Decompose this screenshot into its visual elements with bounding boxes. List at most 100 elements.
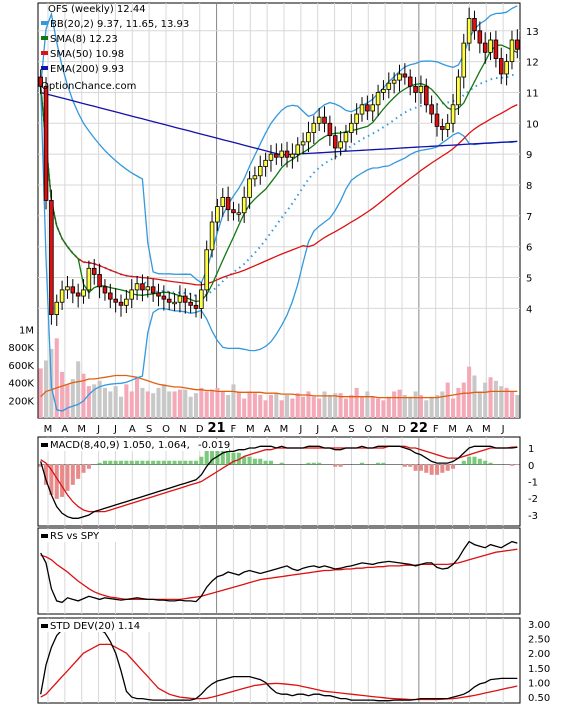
volume-y-tick-label: 400K [8,379,34,390]
price-candle [102,286,108,294]
volume-bar [177,389,182,418]
macd-histogram-bar [204,450,209,465]
price-candle [65,286,70,291]
price-candle [284,150,290,158]
volume-bar [413,391,418,418]
rs-label-bg [39,530,117,542]
volume-bar [301,396,306,418]
volume-bar [113,386,118,418]
price-candle [241,196,247,214]
legend-entry: EMA(200) 9.93 [50,64,124,75]
price-candle [70,286,76,294]
macd-histogram-bar [177,460,182,465]
macd-histogram-bar [97,462,102,465]
price-candle [156,292,161,297]
volume-bar [76,361,81,418]
x-axis-tick-label: M [280,424,289,435]
x-axis-tick-label: A [331,424,338,435]
price-candle [75,292,81,297]
volume-bar [145,391,150,418]
macd-histogram-bar [236,452,241,465]
macd-histogram-bar [477,458,482,465]
std-label: STD DEV(20) 1.14 [50,621,140,632]
volume-bar [97,380,102,418]
price-candle [140,283,145,291]
macd-histogram-bar [252,458,257,465]
volume-bar [226,394,231,418]
macd-line [40,445,518,519]
volume-bar [333,393,338,418]
volume-bar [461,382,466,418]
std-y-tick-label: 0.50 [528,693,550,704]
ema200-line [40,91,518,156]
price-candle [407,76,413,87]
price-y-tick-label: 11 [526,88,539,99]
x-axis-tick-label: O [364,424,372,435]
price-candle [482,42,488,53]
price-candle [445,122,450,130]
price-candle [498,58,504,75]
macd-histogram-bar [418,464,423,471]
volume-bar [279,400,284,418]
std-y-tick-label: 2.00 [528,649,550,660]
price-candle [461,42,467,78]
volume-bar [274,393,279,418]
volume-bar [359,396,365,418]
legend-entry: SMA(8) 12.23 [50,34,118,45]
volume-bar [215,387,220,418]
price-candle [166,298,172,303]
price-candle [488,39,493,53]
volume-y-tick-label: 1M [19,325,34,336]
watermark-text: OptionChance.com [41,81,136,92]
macd-y-tick-label: -2 [528,494,538,505]
volume-bar [365,391,370,418]
price-candle [177,295,183,303]
price-candle [450,104,456,124]
price-candle [456,76,461,106]
volume-bar [43,360,49,418]
price-candle [434,113,440,127]
x-axis-tick-label: F [433,424,439,435]
volume-bar [284,394,290,418]
x-axis-tick-label: S [348,424,354,435]
macd-y-tick-label: 1 [528,444,534,455]
x-axis-tick-label: A [61,424,68,435]
price-candle [124,298,129,306]
macd-histogram-value: -0.019 [198,440,230,451]
price-candle [225,196,231,211]
macd-histogram-bar [231,452,236,465]
price-candle [440,125,445,130]
volume-bar [118,396,124,418]
price-candle [38,76,43,87]
macd-histogram-bar [381,462,386,465]
volume-bar [349,394,354,418]
price-y-tick-label: 4 [526,304,532,315]
volume-bar [54,338,59,418]
price-candle [306,132,311,143]
x-axis-tick-label: M [77,424,86,435]
volume-y-tick-label: 600K [8,361,34,372]
volume-bar [258,394,263,418]
bb-upper-line [40,5,518,284]
volume-bar [472,375,477,418]
chart-title: OFS (weekly) 12.44 [48,4,146,15]
price-candle [359,104,365,115]
macd-histogram-bar [311,462,316,465]
price-candle [509,39,515,63]
volume-bar [70,379,75,418]
price-y-tick-label: 9 [526,150,532,161]
volume-y-tick-label: 200K [8,396,34,407]
volume-bar [268,394,274,418]
macd-legend-swatch [41,443,48,447]
price-candle [418,85,424,93]
rs-legend-swatch [41,534,48,538]
volume-bar [129,391,134,418]
macd-signal-value: 1.064, [158,440,190,451]
volume-bar [108,391,113,418]
price-candle [279,150,284,158]
x-axis-tick-label: N [381,424,388,435]
price-candle [295,144,301,155]
volume-bar [493,380,498,418]
macd-histogram-bar [220,446,225,465]
price-candle [59,289,65,303]
